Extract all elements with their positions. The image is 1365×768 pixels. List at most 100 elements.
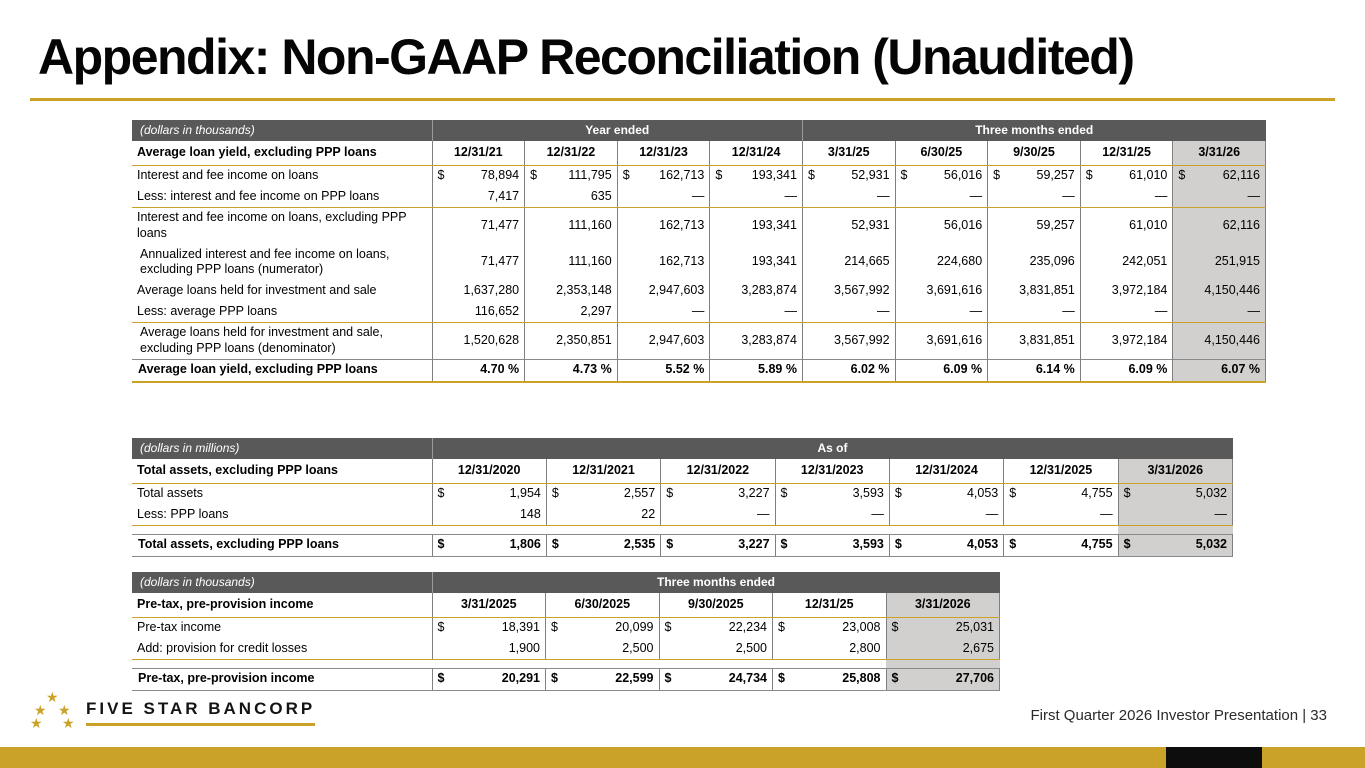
spacer-cell (432, 525, 546, 534)
table-group-header-row: (dollars in thousands) Year ended Three mo… (132, 120, 1266, 141)
row-label: Total assets, excluding PPP loans (132, 533, 432, 557)
table-row: Annualized interest and fee income on lo… (132, 244, 1266, 281)
cell-value: 22,234 (728, 620, 767, 635)
cell-value: 5.52 % (665, 362, 705, 377)
currency-symbol: $ (1009, 486, 1017, 501)
table-cell: 3,831,851 (987, 280, 1081, 301)
table-cell: — (1003, 504, 1119, 526)
table-cell: 2,500 (658, 638, 773, 660)
table-row: Total assets, excluding PPP loans $1,806 $… (132, 533, 1234, 557)
table-cell: — (616, 186, 710, 208)
currency-symbol: $ (1123, 537, 1131, 552)
row-group-title: Total assets, excluding PPP loans (132, 459, 432, 484)
table-cell: $2,535 (545, 533, 661, 557)
table-row: Less: PPP loans 148 22 — — — — — (132, 504, 1234, 526)
table-cell: 52,931 (801, 207, 896, 245)
column-header: 9/30/25 (987, 141, 1081, 166)
table-cell: 2,500 (545, 638, 659, 660)
table-cell: $1,954 (431, 483, 547, 505)
group-header: Year ended (431, 120, 803, 141)
cell-value: 1,806 (509, 537, 541, 552)
average-loan-yield-table: (dollars in thousands) Year ended Three mo… (132, 120, 1266, 383)
cell-value: — (1154, 303, 1168, 318)
table-cell: — (774, 504, 890, 526)
table-cell: — (1172, 301, 1266, 323)
table-cell: 56,016 (894, 207, 988, 245)
table-cell: — (1117, 504, 1234, 526)
cell-value: 162,713 (659, 254, 705, 269)
table-cell: 193,341 (709, 244, 803, 281)
currency-symbol: $ (551, 620, 558, 635)
table-cell: 61,010 (1079, 207, 1173, 245)
cell-value: 25,808 (842, 671, 881, 686)
cell-value: — (1214, 506, 1228, 521)
column-header: 12/31/21 (431, 141, 525, 166)
table-cell: $162,713 (616, 165, 710, 187)
table-cell: 2,353,148 (524, 280, 618, 301)
cell-value: 52,931 (851, 168, 890, 183)
units-label: (dollars in thousands) (132, 572, 432, 593)
table-cell: 3,691,616 (894, 322, 988, 360)
cell-value: 3,691,616 (926, 282, 983, 297)
cell-value: 3,593 (852, 486, 884, 501)
cell-value: 1,520,628 (463, 332, 520, 347)
table-cell: 116,652 (431, 301, 525, 323)
table-cell: 3,972,184 (1079, 280, 1173, 301)
table-cell: 6.09 % (894, 358, 988, 383)
column-header: 12/31/2022 (660, 459, 776, 484)
cell-value: 3,972,184 (1111, 282, 1168, 297)
table-row: Less: average PPP loans 116,652 2,297 — — — — —… (132, 301, 1266, 323)
table-cell: — (616, 301, 710, 323)
table-cell: $5,032 (1117, 533, 1234, 557)
table-cell: 3,567,992 (801, 280, 896, 301)
cell-value: 193,341 (751, 168, 797, 183)
cell-value: — (1100, 506, 1113, 521)
table-cell: $5,032 (1117, 483, 1234, 505)
spacer-cell (661, 525, 775, 534)
cell-value: — (757, 506, 770, 521)
table-cell: 5.52 % (616, 358, 710, 383)
cell-value: 6.14 % (1035, 362, 1075, 377)
table-cell: $4,053 (888, 483, 1004, 505)
table-cell: $62,116 (1172, 165, 1266, 187)
five-stars-icon: ★ ★ ★ ★ ★ (30, 690, 76, 734)
table-cell: 162,713 (616, 207, 710, 245)
cell-value: 6.09 % (943, 362, 983, 377)
page-title: Appendix: Non-GAAP Reconciliation (Unaud… (38, 29, 1135, 85)
table-cell: $78,894 (431, 165, 525, 187)
cell-value: 1,954 (509, 486, 541, 501)
table-cell: 242,051 (1079, 244, 1173, 281)
bottom-bar-gold-segment (1262, 747, 1365, 768)
table-cell: — (709, 301, 803, 323)
table-cell: 214,665 (801, 244, 896, 281)
table-row: Less: interest and fee income on PPP loa… (132, 186, 1266, 208)
cell-value: 61,010 (1129, 168, 1168, 183)
table-cell: $193,341 (709, 165, 803, 187)
cell-value: 1,900 (508, 640, 540, 655)
table-cell: 3,567,992 (801, 322, 896, 360)
row-label: Less: PPP loans (132, 504, 432, 526)
cell-value: — (1062, 188, 1075, 203)
column-header: 3/31/25 (801, 141, 896, 166)
cell-value: 2,353,148 (556, 282, 612, 297)
table-cell: $25,808 (772, 667, 886, 691)
row-group-title: Pre-tax, pre-provision income (132, 593, 432, 618)
cell-value: — (877, 303, 890, 318)
cell-value: — (969, 303, 983, 318)
row-group-title: Average loan yield, excluding PPP loans (132, 141, 432, 166)
cell-value: 4,755 (1081, 537, 1113, 552)
cell-value: 2,675 (962, 640, 994, 655)
spacer-cell (775, 525, 889, 534)
column-header: 3/31/2026 (1117, 459, 1234, 484)
currency-symbol: $ (437, 486, 445, 501)
currency-symbol: $ (551, 671, 558, 686)
cell-value: 2,297 (580, 303, 612, 318)
currency-symbol: $ (891, 620, 899, 635)
cell-value: 193,341 (751, 254, 797, 269)
cell-value: 62,116 (1222, 218, 1260, 233)
table-cell: $4,755 (1003, 533, 1119, 557)
table-cell: — (894, 186, 988, 208)
cell-value: 56,016 (943, 168, 983, 183)
cell-value: 111,160 (568, 218, 612, 233)
table-cell: 224,680 (894, 244, 988, 281)
